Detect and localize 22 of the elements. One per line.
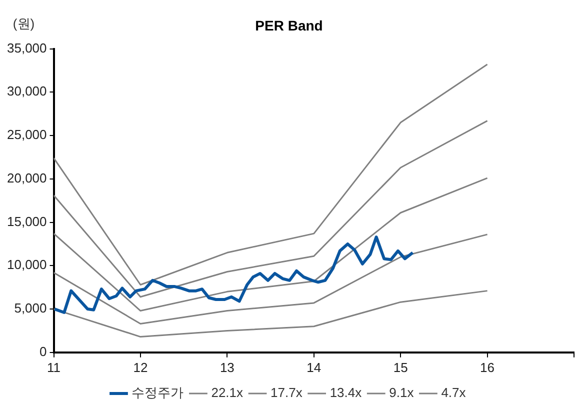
legend-label: 22.1x bbox=[211, 385, 244, 400]
x-tick-label: 14 bbox=[306, 360, 322, 375]
x-tick-label: 16 bbox=[480, 360, 495, 375]
chart-title: PER Band bbox=[255, 17, 323, 34]
y-tick-label: 15,000 bbox=[6, 214, 47, 229]
legend-label: 4.7x bbox=[441, 385, 466, 400]
legend-label: 17.7x bbox=[270, 385, 303, 400]
y-tick-label: 20,000 bbox=[6, 170, 47, 186]
x-tick-label: 13 bbox=[220, 360, 234, 375]
legend-label: 9.1x bbox=[389, 385, 414, 400]
y-tick-label: 30,000 bbox=[6, 84, 47, 99]
y-tick-label: 5,000 bbox=[14, 300, 47, 316]
x-tick-label: 11 bbox=[47, 360, 61, 375]
y-tick-label: 0 bbox=[40, 344, 47, 359]
y-tick-label: 35,000 bbox=[6, 40, 47, 56]
x-tick-label: 15 bbox=[393, 360, 408, 375]
y-axis-title: (원) bbox=[12, 16, 35, 31]
legend-label: 13.4x bbox=[330, 385, 362, 400]
y-tick-label: 10,000 bbox=[6, 257, 47, 272]
legend-label: 수정주가 bbox=[132, 385, 184, 400]
x-tick-label: 12 bbox=[133, 360, 148, 375]
y-tick-label: 25,000 bbox=[6, 127, 47, 142]
